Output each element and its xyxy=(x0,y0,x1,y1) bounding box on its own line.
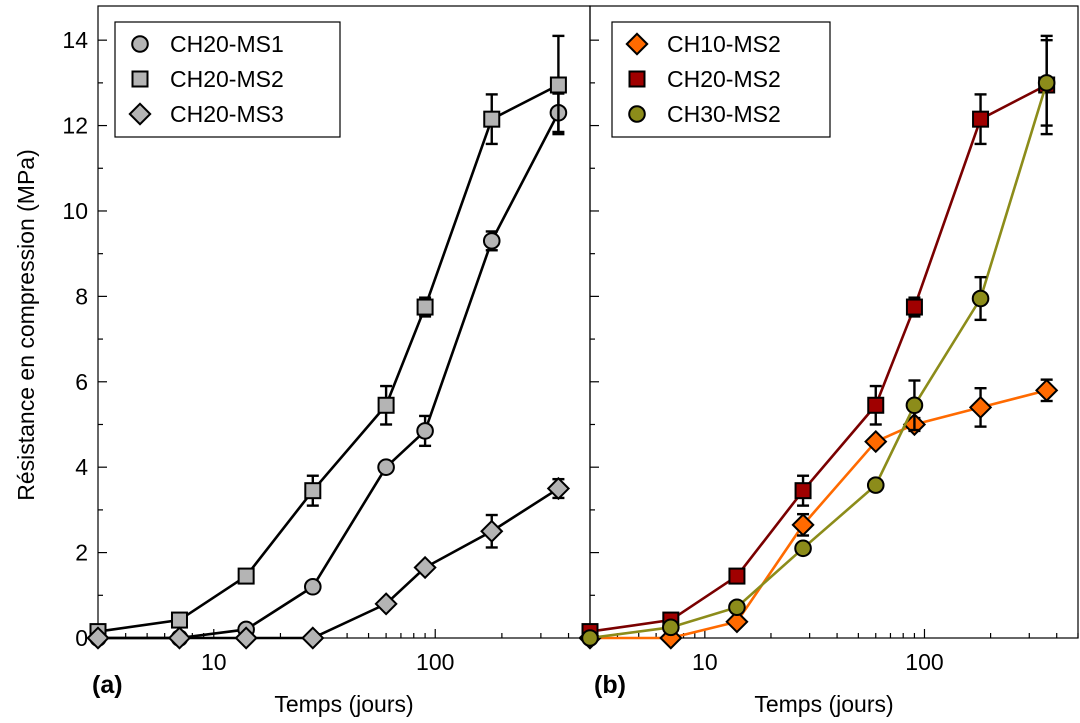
data-point xyxy=(971,289,990,308)
legend-label: CH30-MS2 xyxy=(667,101,781,127)
series-line xyxy=(589,83,1048,633)
series-line xyxy=(590,389,1047,640)
series-line xyxy=(98,112,560,640)
data-point xyxy=(1035,378,1059,402)
data-point xyxy=(170,611,188,629)
legend-box xyxy=(611,21,831,138)
data-point xyxy=(416,422,434,440)
legend-label: CH20-MS2 xyxy=(170,66,284,92)
data-point xyxy=(301,626,325,650)
legend-marker xyxy=(131,35,149,53)
data-point xyxy=(86,626,110,650)
y-tick-label: 14 xyxy=(62,27,88,53)
x-tick-label: 100 xyxy=(905,649,943,675)
data-point xyxy=(866,476,885,494)
legend: CH20-MS1 CH20-MS2 CH20-MS3 xyxy=(114,21,341,138)
y-tick-label: 6 xyxy=(75,369,88,395)
y-tick-label: 10 xyxy=(62,198,88,224)
data-point xyxy=(867,396,885,414)
legend-marker xyxy=(628,105,646,123)
x-tick-label: 10 xyxy=(692,649,718,675)
data-point xyxy=(480,519,504,543)
series-line xyxy=(97,83,560,633)
data-point xyxy=(968,395,993,420)
data-point xyxy=(304,577,322,596)
series-line xyxy=(589,82,1048,640)
x-axis-label: Temps (jours) xyxy=(754,691,893,717)
y-tick-label: 8 xyxy=(75,283,88,309)
series-ch10-ms2 xyxy=(578,378,1059,650)
panel-b: 10 100 Temps (jours) (b) CH10-MS2 CH20-MS2 CH3… xyxy=(578,5,1079,717)
y-tick-label: 12 xyxy=(62,113,88,139)
legend-label: CH10-MS2 xyxy=(667,31,781,57)
y-tick-label: 2 xyxy=(75,540,88,566)
data-point xyxy=(905,396,924,415)
legend-marker xyxy=(128,102,152,126)
data-point xyxy=(234,626,258,650)
data-point xyxy=(377,396,395,414)
data-point xyxy=(549,76,567,94)
data-point xyxy=(377,458,395,476)
data-point xyxy=(304,482,322,500)
data-point xyxy=(482,232,501,250)
panel-label: (b) xyxy=(594,671,626,699)
legend-label: CH20-MS1 xyxy=(170,31,284,57)
legend: CH10-MS2 CH20-MS2 CH30-MS2 xyxy=(611,21,831,138)
data-point xyxy=(725,610,749,634)
y-tick-label: 0 xyxy=(75,625,88,651)
legend-label: CH20-MS2 xyxy=(667,66,781,92)
x-tick-label: 10 xyxy=(201,649,227,675)
legend-marker xyxy=(628,70,646,88)
data-point xyxy=(413,555,437,580)
y-axis-label: Résistance en compression (MPa) xyxy=(13,149,39,501)
data-point xyxy=(972,110,990,128)
data-point xyxy=(728,567,746,585)
data-point xyxy=(791,513,815,537)
data-point xyxy=(662,618,680,637)
data-point xyxy=(581,629,599,647)
plot-frame xyxy=(589,5,1079,639)
legend-label: CH20-MS3 xyxy=(170,101,284,127)
legend-box xyxy=(114,21,341,138)
data-point xyxy=(905,298,923,316)
data-point xyxy=(546,476,571,501)
y-tick-label: 4 xyxy=(75,454,88,480)
legend-marker xyxy=(625,32,649,56)
data-point xyxy=(794,539,812,558)
data-point xyxy=(416,298,434,316)
x-axis-label: Temps (jours) xyxy=(274,691,413,717)
series-ch20-ms3 xyxy=(86,476,571,650)
x-tick-label: 100 xyxy=(416,649,454,675)
data-point xyxy=(237,567,255,585)
data-point xyxy=(167,626,192,650)
data-point xyxy=(864,429,888,454)
data-point xyxy=(1037,74,1056,92)
panel-label: (a) xyxy=(92,671,123,699)
panel-a: 10 100 0 2 4 6 8 10 12 14 Temps (jours) (a) CH20-MS1… xyxy=(62,5,591,717)
data-point xyxy=(483,110,501,128)
series-ch20-ms1 xyxy=(89,92,568,647)
data-point xyxy=(728,598,746,617)
series-ch30-ms2 xyxy=(581,38,1056,647)
legend-marker xyxy=(131,70,149,88)
data-point xyxy=(794,482,812,500)
data-point xyxy=(374,592,398,616)
